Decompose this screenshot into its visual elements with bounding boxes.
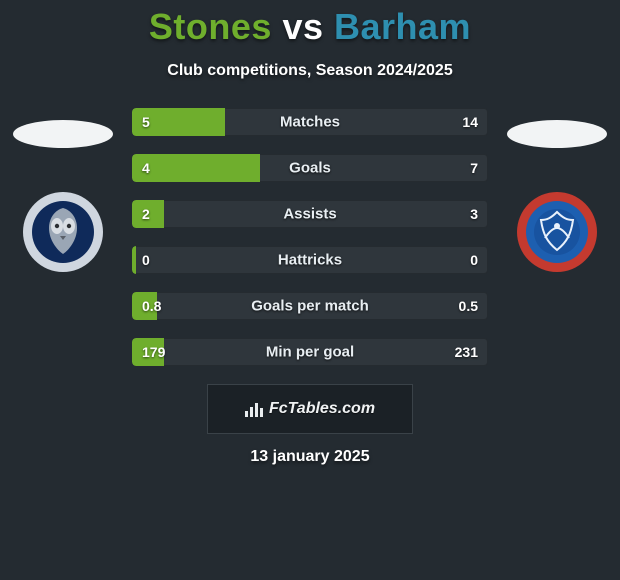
stat-label: Hattricks <box>278 252 342 269</box>
source-label: FcTables.com <box>269 400 375 418</box>
player2-club-badge <box>515 190 599 274</box>
stat-row: 0.8 Goals per match 0.5 <box>132 292 488 320</box>
aldershot-badge-icon <box>515 190 599 274</box>
player1-club-badge <box>21 190 105 274</box>
stat-label: Assists <box>283 206 336 223</box>
stat-left-value: 179 <box>142 344 165 360</box>
stat-left-value: 2 <box>142 206 150 222</box>
stat-label: Matches <box>280 114 340 131</box>
stat-label: Min per goal <box>266 344 354 361</box>
stat-left-value: 4 <box>142 160 150 176</box>
stat-right-value: 3 <box>470 206 478 222</box>
comparison-layout: 5 Matches 14 4 Goals 7 2 Assists 3 0 Hat… <box>0 108 620 366</box>
stat-right-value: 7 <box>470 160 478 176</box>
stat-left-value: 0.8 <box>142 298 161 314</box>
left-player-column <box>8 108 118 366</box>
stat-row: 0 Hattricks 0 <box>132 246 488 274</box>
stat-right-value: 14 <box>462 114 478 130</box>
stat-label: Goals <box>289 160 331 177</box>
oldham-badge-icon <box>21 190 105 274</box>
stat-right-value: 231 <box>455 344 478 360</box>
player2-photo-placeholder <box>507 120 607 148</box>
stats-center: 5 Matches 14 4 Goals 7 2 Assists 3 0 Hat… <box>118 108 502 366</box>
stat-label: Goals per match <box>251 298 369 315</box>
page-title: Stones vs Barham <box>0 0 620 48</box>
stat-left-value: 5 <box>142 114 150 130</box>
stat-right-value: 0.5 <box>459 298 478 314</box>
subtitle: Club competitions, Season 2024/2025 <box>0 62 620 80</box>
right-player-column <box>502 108 612 366</box>
player2-name: Barham <box>334 6 471 47</box>
stat-row: 5 Matches 14 <box>132 108 488 136</box>
player1-name: Stones <box>149 6 272 47</box>
stat-row: 4 Goals 7 <box>132 154 488 182</box>
bars-icon <box>245 401 263 417</box>
stat-row: 2 Assists 3 <box>132 200 488 228</box>
vs-separator: vs <box>282 6 323 47</box>
stat-left-fill <box>132 246 136 274</box>
source-badge: FcTables.com <box>207 384 413 434</box>
date-label: 13 january 2025 <box>0 448 620 466</box>
stat-left-value: 0 <box>142 252 150 268</box>
stat-right-value: 0 <box>470 252 478 268</box>
player1-photo-placeholder <box>13 120 113 148</box>
stat-row: 179 Min per goal 231 <box>132 338 488 366</box>
stat-left-fill <box>132 154 260 182</box>
